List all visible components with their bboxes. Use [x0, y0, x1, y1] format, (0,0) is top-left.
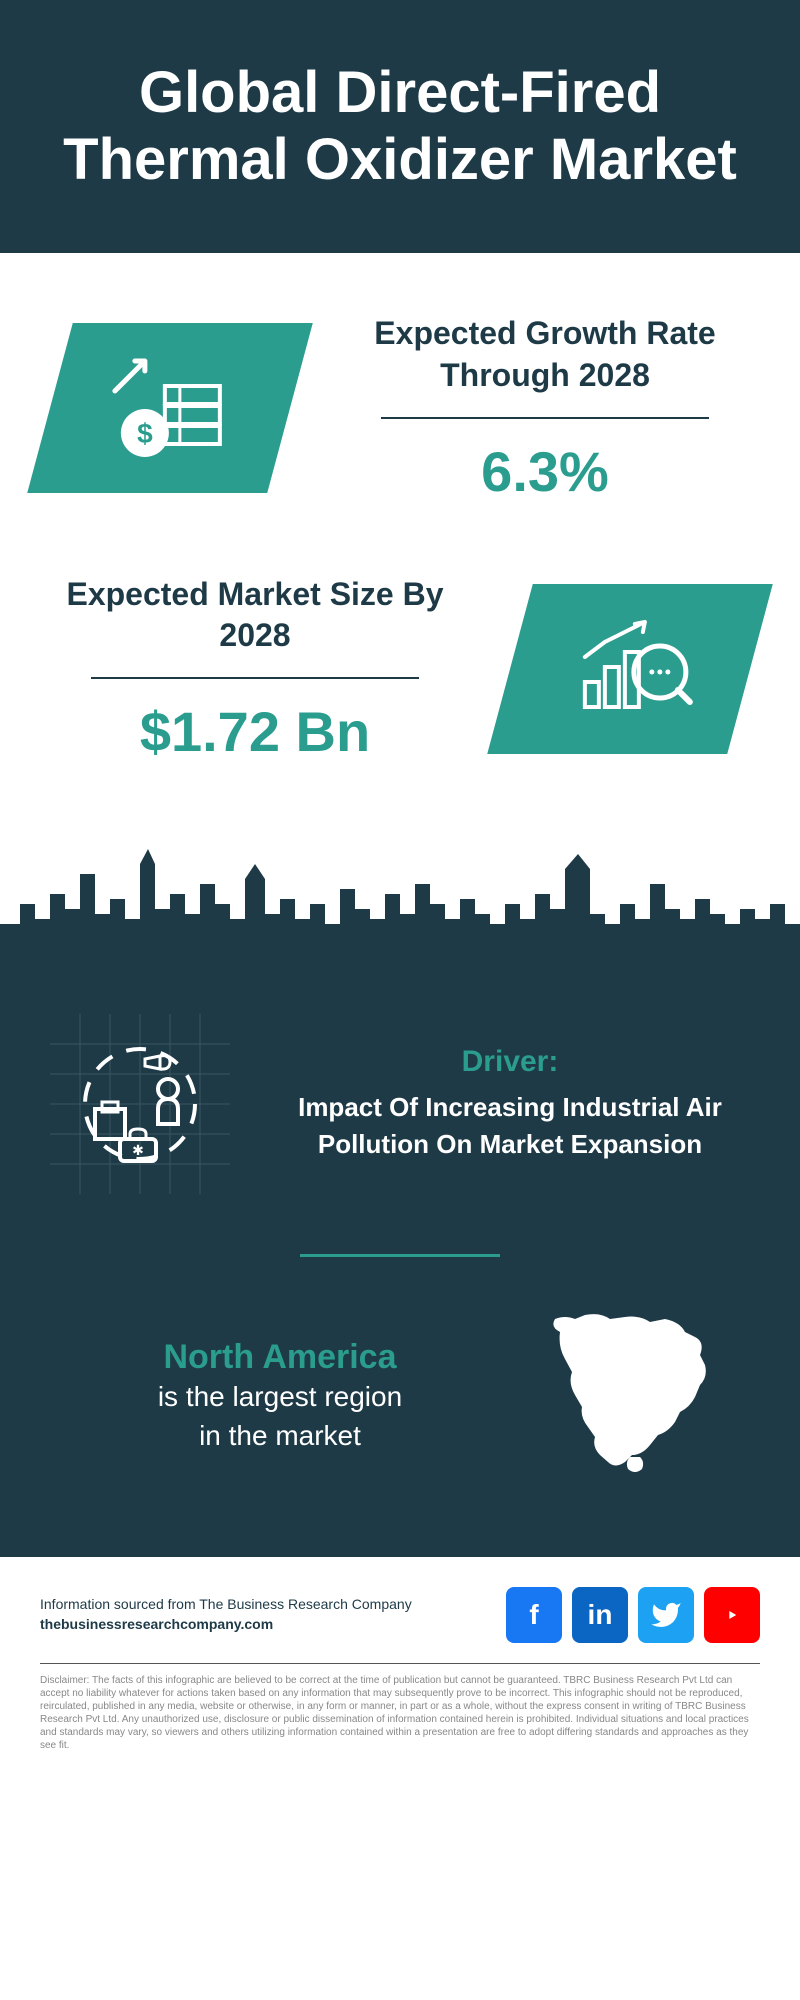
- industry-icon: ✱: [50, 1014, 230, 1194]
- growth-rate-label: Expected Growth Rate Through 2028: [340, 313, 750, 396]
- source-line2: thebusinessresearchcompany.com: [40, 1615, 412, 1635]
- header: Global Direct-Fired Thermal Oxidizer Mar…: [0, 0, 800, 253]
- disclaimer-text: Disclaimer: The facts of this infographi…: [40, 1674, 760, 1752]
- skyline-divider: [0, 824, 800, 964]
- region-row: North America is the largest region in t…: [50, 1307, 750, 1487]
- social-icons: f in: [506, 1587, 760, 1643]
- stat-text-block: Expected Growth Rate Through 2028 6.3%: [340, 313, 750, 503]
- divider: [91, 677, 419, 679]
- divider: [381, 417, 709, 419]
- market-size-value: $1.72 Bn: [50, 699, 460, 764]
- stats-section: $ Expected Growth Rate Through 2028 6.3%: [0, 253, 800, 823]
- region-text-block: North America is the largest region in t…: [70, 1338, 490, 1455]
- stat-text-block: Expected Market Size By 2028 $1.72 Bn: [50, 574, 460, 764]
- footer: Information sourced from The Business Re…: [0, 1557, 800, 1772]
- driver-section: ✱ Driver: Impact Of Increasing Industria…: [0, 964, 800, 1557]
- market-size-label: Expected Market Size By 2028: [50, 574, 460, 657]
- region-name: North America: [70, 1338, 490, 1377]
- svg-text:✱: ✱: [132, 1142, 144, 1158]
- footer-source: Information sourced from The Business Re…: [40, 1595, 412, 1634]
- chart-analysis-icon: [487, 584, 773, 754]
- stat-market-size: Expected Market Size By 2028 $1.72 Bn: [50, 574, 750, 764]
- growth-rate-value: 6.3%: [340, 439, 750, 504]
- north-america-map-icon: [530, 1307, 730, 1487]
- footer-row: Information sourced from The Business Re…: [40, 1587, 760, 1643]
- svg-text:$: $: [137, 418, 153, 449]
- section-divider: [300, 1254, 500, 1257]
- twitter-icon[interactable]: [638, 1587, 694, 1643]
- region-description-line1: is the largest region: [70, 1377, 490, 1416]
- youtube-icon[interactable]: [704, 1587, 760, 1643]
- money-growth-icon: $: [27, 323, 313, 493]
- driver-text-block: Driver: Impact Of Increasing Industrial …: [270, 1045, 750, 1162]
- driver-row: ✱ Driver: Impact Of Increasing Industria…: [50, 1014, 750, 1194]
- stat-growth-rate: $ Expected Growth Rate Through 2028 6.3%: [50, 313, 750, 503]
- page-title: Global Direct-Fired Thermal Oxidizer Mar…: [40, 60, 760, 193]
- source-line1: Information sourced from The Business Re…: [40, 1595, 412, 1615]
- region-description-line2: in the market: [70, 1416, 490, 1455]
- linkedin-icon[interactable]: in: [572, 1587, 628, 1643]
- footer-divider: [40, 1663, 760, 1664]
- driver-label: Driver:: [270, 1045, 750, 1079]
- facebook-icon[interactable]: f: [506, 1587, 562, 1643]
- driver-description: Impact Of Increasing Industrial Air Poll…: [270, 1089, 750, 1162]
